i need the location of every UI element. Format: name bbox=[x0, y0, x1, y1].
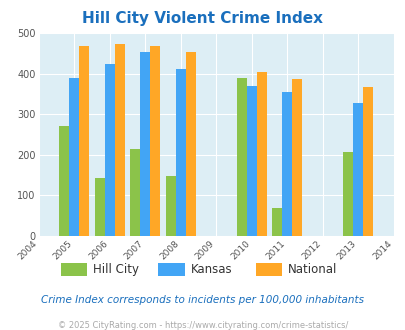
Bar bbox=[362, 87, 372, 236]
Bar bbox=[94, 178, 104, 236]
Bar bbox=[256, 72, 266, 236]
Bar bbox=[343, 151, 352, 236]
Bar bbox=[292, 79, 301, 236]
Bar bbox=[236, 79, 246, 236]
Bar bbox=[246, 86, 256, 236]
Bar bbox=[69, 78, 79, 236]
Bar bbox=[59, 126, 69, 236]
Bar bbox=[175, 69, 185, 236]
Bar bbox=[140, 52, 150, 236]
Bar bbox=[79, 46, 89, 236]
Text: Hill City: Hill City bbox=[93, 263, 139, 276]
Bar bbox=[150, 47, 160, 236]
Bar bbox=[352, 103, 362, 236]
Text: Kansas: Kansas bbox=[190, 263, 232, 276]
Bar bbox=[130, 149, 140, 236]
Bar bbox=[114, 44, 124, 236]
Bar bbox=[165, 176, 175, 236]
Text: National: National bbox=[288, 263, 337, 276]
Text: © 2025 CityRating.com - https://www.cityrating.com/crime-statistics/: © 2025 CityRating.com - https://www.city… bbox=[58, 321, 347, 330]
Bar bbox=[185, 52, 195, 236]
Text: Crime Index corresponds to incidents per 100,000 inhabitants: Crime Index corresponds to incidents per… bbox=[41, 295, 364, 305]
Bar bbox=[272, 208, 281, 236]
Bar bbox=[104, 64, 114, 236]
Text: Hill City Violent Crime Index: Hill City Violent Crime Index bbox=[82, 11, 323, 25]
Bar bbox=[281, 92, 292, 236]
